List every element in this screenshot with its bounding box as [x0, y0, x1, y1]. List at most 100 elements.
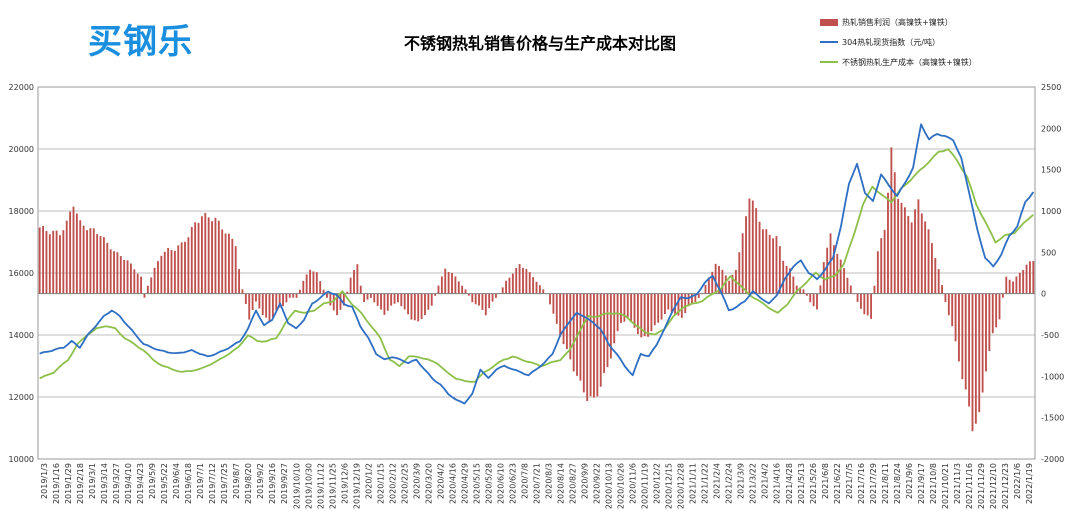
profit-bar	[870, 293, 873, 319]
profit-bar	[292, 293, 295, 298]
profit-bar	[643, 293, 646, 337]
profit-bar	[400, 293, 403, 307]
x-tick-label: 2020/7/8	[520, 463, 529, 499]
x-tick-label: 2019/6/18	[184, 463, 193, 504]
profit-bar	[501, 287, 504, 294]
profit-bar	[789, 268, 791, 294]
x-tick-label: 2019/7/12	[208, 463, 217, 504]
x-tick-label: 2021/11/3	[953, 463, 962, 504]
profit-bar	[988, 293, 991, 352]
profit-bar	[271, 293, 274, 318]
x-tick-label: 2021/4/16	[773, 463, 782, 504]
profit-bar	[285, 293, 288, 303]
profit-bar	[586, 293, 589, 402]
profit-bar	[160, 255, 163, 294]
profit-bar	[444, 268, 447, 294]
profit-bar	[471, 293, 474, 303]
profit-bar	[937, 269, 940, 294]
profit-bar	[542, 289, 545, 294]
x-tick-label: 2019/8/20	[244, 463, 253, 504]
profit-bar	[900, 202, 903, 294]
profit-bar	[684, 293, 687, 314]
profit-bar	[1001, 293, 1004, 298]
profit-bar	[214, 217, 217, 294]
profit-bar	[319, 281, 322, 294]
y-left-tick-label: 10000	[9, 455, 34, 464]
profit-bar	[677, 293, 680, 316]
x-tick-label: 2021/11/29	[977, 463, 986, 509]
profit-bar	[397, 293, 399, 303]
profit-bar	[883, 229, 886, 294]
profit-bar	[778, 246, 781, 294]
profit-bar	[903, 207, 906, 294]
x-tick-label: 2019/9/2	[256, 463, 265, 499]
profit-bar	[366, 293, 369, 300]
profit-bar	[924, 221, 927, 294]
profit-bar	[525, 269, 528, 294]
x-tick-label: 2020/7/21	[533, 463, 542, 504]
profit-bar	[241, 289, 244, 294]
profit-bar	[346, 291, 349, 294]
profit-bar	[616, 293, 619, 332]
legend-swatch-price	[820, 41, 838, 43]
profit-bar	[106, 242, 109, 294]
profit-bar	[42, 226, 44, 294]
profit-bar	[640, 293, 643, 338]
profit-bar	[217, 220, 220, 294]
profit-bar	[687, 293, 690, 307]
legend-item-cost: 不锈钢热轧生产成本（高镍铁+镍铁）	[820, 52, 977, 72]
profit-bar	[522, 267, 524, 294]
x-tick-label: 2020/11/6	[629, 463, 638, 504]
profit-bar	[893, 172, 896, 294]
y-right-tick-label: -1500	[1041, 414, 1064, 423]
profit-bar	[261, 293, 264, 316]
x-tick-label: 2020/10/26	[617, 463, 626, 509]
chart-legend: 热轧销售利润（高镍铁+镍铁） 304热轧现货指数（元/吨） 不锈钢热轧生产成本（…	[820, 12, 977, 72]
profit-bar	[143, 293, 146, 298]
legend-swatch-cost	[820, 61, 838, 63]
profit-bar	[102, 237, 105, 294]
legend-label-profit: 热轧销售利润（高镍铁+镍铁）	[842, 17, 953, 27]
profit-bar	[464, 289, 467, 294]
x-tick-label: 2019/9/27	[280, 463, 289, 504]
profit-bar	[991, 293, 994, 334]
profit-bar	[748, 198, 751, 294]
profit-bar	[623, 293, 626, 322]
profit-bar	[829, 233, 832, 294]
x-tick-label: 2019/3/27	[112, 463, 121, 504]
profit-bar	[917, 199, 920, 294]
profit-bar	[376, 293, 379, 306]
profit-bar	[582, 293, 585, 393]
profit-bar	[302, 280, 305, 294]
profit-bar	[130, 263, 132, 294]
profit-bar	[792, 276, 795, 294]
profit-bar	[914, 209, 916, 294]
x-tick-label: 2021/10/8	[929, 463, 938, 504]
profit-bar	[873, 285, 876, 294]
price-index-line	[39, 123, 1035, 405]
profit-bar	[62, 230, 65, 294]
y-left-tick-label: 22000	[9, 83, 34, 92]
x-tick-label: 2021/7/29	[869, 463, 878, 504]
profit-bar	[819, 285, 822, 294]
profit-bar	[812, 293, 815, 307]
profit-bar	[593, 293, 595, 398]
profit-bar	[359, 285, 362, 294]
profit-bar	[99, 236, 102, 294]
y-right-tick-label: 0	[1041, 290, 1046, 299]
profit-bar	[190, 227, 193, 294]
profit-bar	[856, 293, 859, 302]
profit-bar	[383, 293, 386, 315]
profit-bar	[565, 293, 568, 350]
x-tick-label: 2020/11/19	[641, 463, 650, 509]
profit-bar	[714, 263, 717, 294]
profit-bar	[958, 293, 960, 362]
x-tick-label: 2019/2/18	[76, 463, 85, 504]
profit-bar	[974, 293, 977, 424]
profit-bar	[630, 293, 633, 322]
profit-bar	[393, 293, 396, 304]
profit-bar	[353, 270, 355, 294]
profit-bar	[146, 285, 149, 294]
x-tick-label: 2021/6/22	[833, 463, 842, 504]
